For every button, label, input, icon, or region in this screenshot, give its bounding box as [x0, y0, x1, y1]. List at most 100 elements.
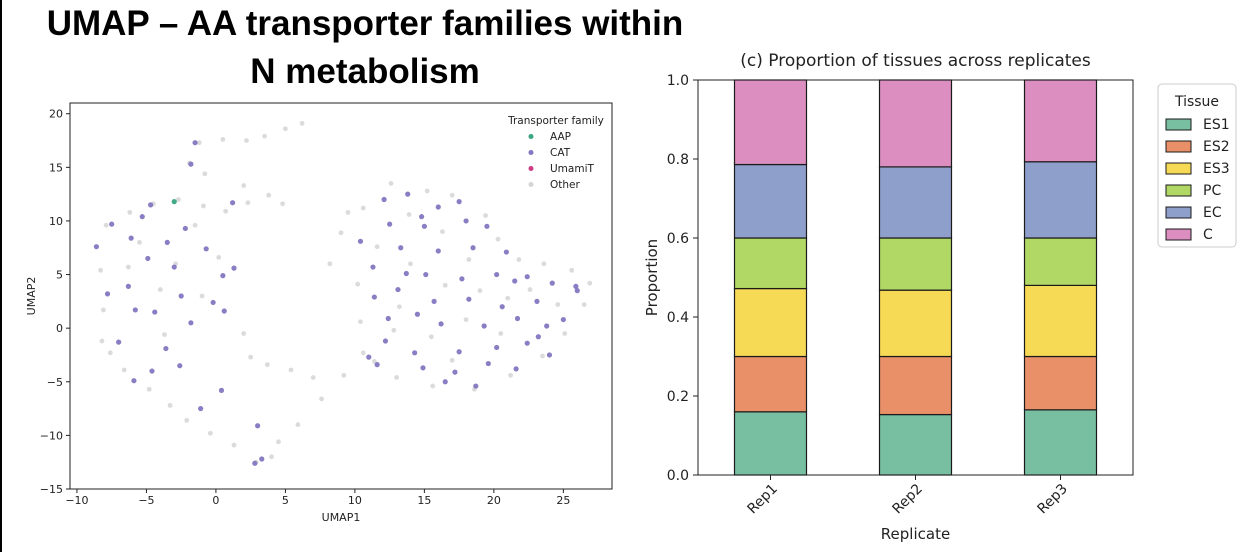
umap-point-cat: [131, 378, 137, 384]
umap-point-other: [516, 257, 522, 262]
umap-point-other: [327, 261, 333, 267]
umap-point-cat: [484, 223, 490, 229]
umap-point-cat: [163, 345, 169, 352]
umap-point-cat: [574, 288, 580, 294]
bar-segment-ec: [1023, 161, 1098, 239]
umap-point-cat: [148, 202, 154, 208]
umap-point-cat: [546, 352, 553, 358]
umap-point-other: [477, 288, 483, 294]
umap-point-other: [220, 137, 226, 142]
umap-point-other: [358, 319, 363, 325]
umap-point-cat: [494, 271, 500, 278]
umap-point-other: [184, 417, 190, 423]
bar-y-tick-label: 0.6: [667, 231, 689, 247]
umap-point-other: [223, 208, 229, 214]
umap-point-cat: [419, 214, 425, 220]
umap-point-other: [125, 264, 131, 270]
umap-point-other: [199, 293, 205, 299]
umap-point-other: [196, 140, 202, 146]
umap-legend-label-umamit: UmamiT: [550, 163, 594, 175]
umap-point-other: [176, 197, 181, 202]
bar-legend-swatch-es1: [1165, 118, 1192, 131]
slide-title-line-1: UMAP – AA transporter families within: [46, 4, 684, 43]
umap-point-cat: [128, 235, 134, 241]
bar-segment-ec: [878, 166, 953, 239]
umap-point-other: [555, 302, 561, 307]
umap-point-other: [216, 255, 222, 260]
umap-point-other: [319, 396, 324, 402]
umap-point-other: [244, 138, 249, 143]
stacked-bar-chart: Rep1 Rep2 Rep3 0.0 0.2 0.4 0.6 0.8 1.0 (c) Propor…: [643, 51, 1237, 543]
umap-x-tick-label: 10: [348, 494, 362, 507]
umap-point-cat: [435, 204, 441, 210]
umap-point-other: [424, 188, 430, 194]
umap-point-other: [541, 261, 547, 267]
slide-left-border: [0, 0, 2, 552]
bar-legend-swatch-c: [1165, 228, 1192, 241]
umap-scatter-chart: −10 −5 0 5 10 15 20 25−15−10−505101520UMAP1UMAP…: [25, 102, 613, 524]
bar-segment-ec: [733, 163, 808, 239]
umap-point-other: [266, 192, 272, 198]
umap-point-other: [276, 439, 281, 445]
umap-point-other: [581, 302, 587, 307]
umap-point-cat: [473, 383, 479, 389]
umap-legend-title: Transporter family: [507, 115, 604, 127]
umap-point-other: [360, 350, 366, 356]
umap-point-cat: [485, 360, 491, 367]
umap-legend-marker-cat: [528, 150, 534, 155]
umap-point-cat: [513, 366, 519, 372]
umap-point-cat: [524, 274, 530, 280]
umap-point-cat: [452, 369, 458, 375]
umap-point-cat: [549, 280, 555, 286]
umap-point-other: [449, 357, 455, 363]
umap-point-cat: [466, 296, 472, 302]
umap-point-cat: [93, 244, 100, 250]
bar-legend-title: Tissue: [1174, 94, 1219, 110]
bar-y-tick-label: 1.0: [667, 73, 689, 89]
umap-point-other: [103, 222, 109, 228]
umap-point-cat: [395, 286, 401, 293]
umap-point-other: [137, 239, 142, 245]
umap-point-other: [299, 120, 305, 126]
umap-point-other: [374, 244, 380, 250]
umap-point-cat: [398, 245, 404, 251]
umap-legend-label-cat: CAT: [550, 147, 571, 159]
umap-point-cat: [512, 278, 518, 284]
umap-point-cat: [544, 323, 550, 329]
bar-segment-c: [878, 79, 953, 168]
umap-point-other: [262, 133, 267, 139]
bar-legend-swatch-ec: [1165, 206, 1192, 219]
umap-point-other: [310, 375, 316, 380]
umap-y-tick-label: 15: [49, 161, 63, 174]
bar-y-tick-label: 0.0: [667, 468, 689, 484]
umap-point-other: [466, 257, 472, 262]
umap-point-cat: [371, 294, 377, 300]
umap-point-other: [269, 454, 274, 460]
umap-legend-label-aap: AAP: [550, 131, 571, 143]
umap-point-cat: [524, 340, 530, 346]
umap-point-cat: [481, 323, 487, 329]
umap-point-other: [167, 402, 173, 408]
bar-legend-swatch-es3: [1165, 162, 1192, 175]
umap-legend-marker-other: [528, 182, 534, 187]
umap-point-cat: [374, 362, 380, 368]
umap-y-tick-label: −10: [40, 429, 63, 442]
umap-y-tick-label: −5: [47, 376, 63, 389]
umap-point-cat: [259, 456, 265, 462]
umap-point-cat: [405, 191, 411, 197]
bar-segment-pc: [733, 237, 808, 290]
umap-legend-marker-umamit: [528, 166, 534, 171]
umap-point-cat: [382, 338, 389, 344]
bar-legend-label-es2: ES2: [1203, 139, 1230, 155]
umap-point-cat: [182, 225, 188, 232]
bar-x-tick-label: Rep3: [1034, 481, 1070, 517]
bar-segment-pc: [878, 237, 953, 291]
umap-point-other: [241, 331, 247, 336]
umap-legend-marker-aap: [528, 134, 534, 139]
umap-point-other: [283, 126, 288, 132]
umap-point-cat: [366, 354, 372, 360]
bar-segment-c: [733, 79, 808, 166]
umap-point-cat: [459, 276, 465, 282]
bar-y-tick-label: 0.4: [667, 310, 689, 326]
umap-point-other: [562, 331, 568, 336]
